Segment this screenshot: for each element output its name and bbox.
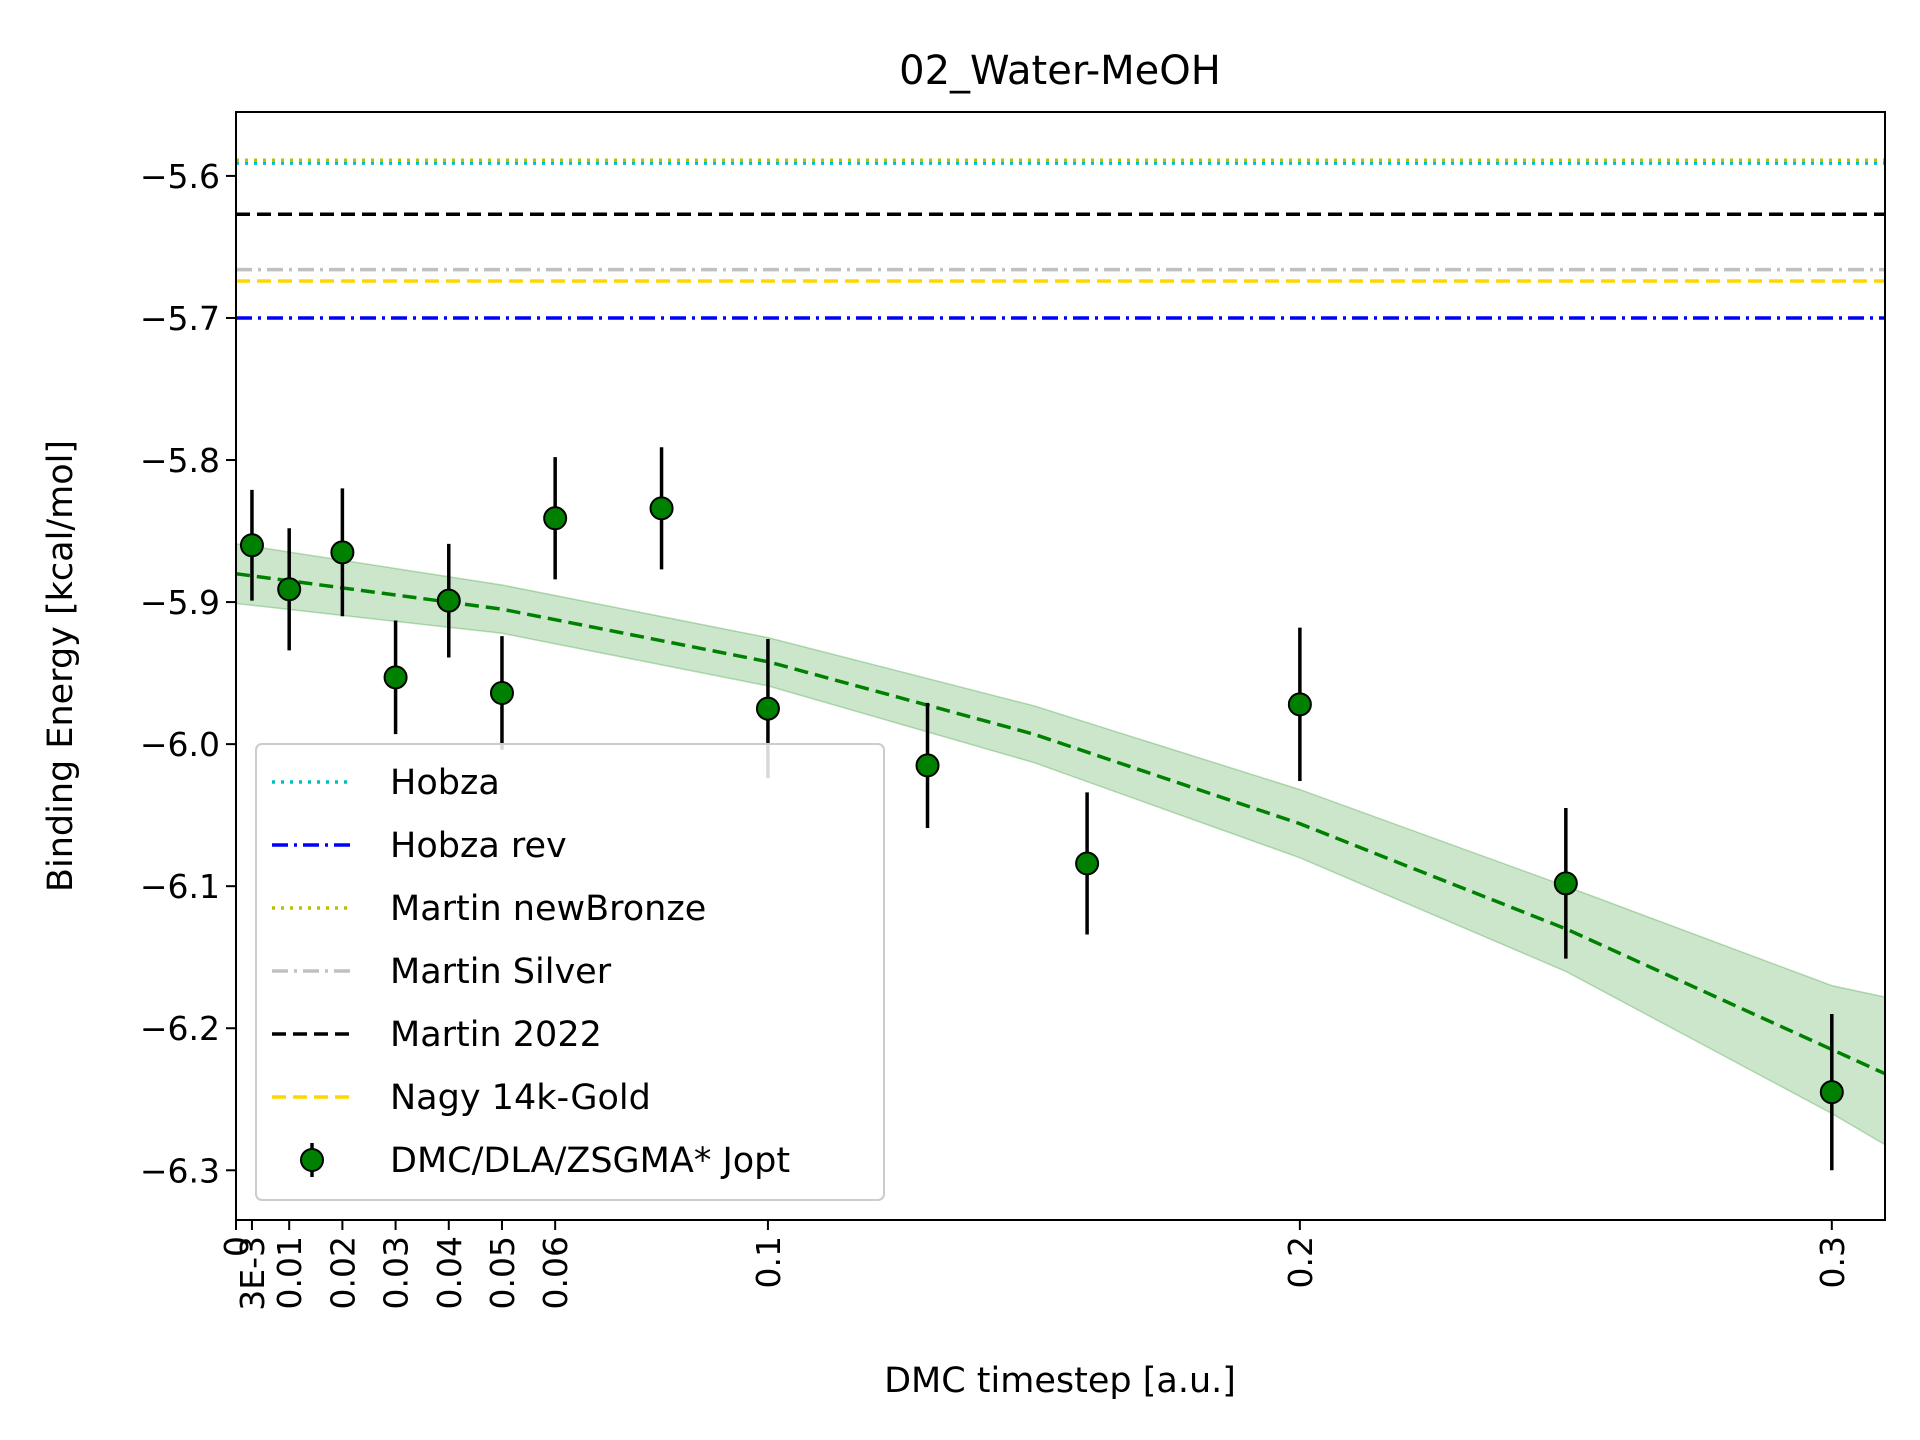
data-point-5 [489,680,514,705]
data-point-7 [649,496,674,521]
y-axis-label: Binding Energy [kcal/mol] [41,440,81,892]
y-tick-label: −6.0 [140,725,220,764]
x-tick-label: 0.3 [1813,1236,1852,1288]
fit-uncertainty-band [236,543,1885,1146]
data-point-12 [1553,871,1578,896]
fit-line [236,571,1885,1076]
x-axis-label: DMC timestep [a.u.] [884,1361,1236,1401]
y-tick-label: −6.3 [140,1151,220,1190]
data-point-2 [330,540,355,565]
plot-area [236,158,1885,1171]
legend-label: Martin newBronze [390,889,706,929]
y-tick-label: −6.2 [140,1009,220,1048]
data-point-10 [1075,851,1100,876]
y-axis: −5.6 −5.7 −5.8 −5.9 −6.0 −6.1 −6.2 −6.3 [140,157,236,1190]
y-tick-label: −5.7 [140,299,220,338]
data-point-13 [1819,1080,1844,1105]
data-point-0 [239,533,264,558]
x-axis: 03E-30.01 0.02 0.03 0.04 0.05 0.06 0.1 0.2 0.3 [217,1220,1852,1311]
x-tick-label: 0.03 [377,1236,416,1309]
x-tick-label: 3E-3 [233,1236,272,1311]
data-point-3 [383,665,408,690]
x-tick-label: 0.06 [536,1236,575,1309]
data-point-9 [915,753,940,778]
legend-label: Hobza rev [390,826,567,866]
legend-label: Martin 2022 [390,1015,602,1055]
y-tick-label: −5.8 [140,441,220,480]
plot-content [236,158,1885,1171]
data-point-4 [436,588,461,613]
legend: Hobza Hobza rev Martin newBronze Martin Sil… [255,743,885,1201]
data-point-11 [1287,692,1312,717]
data-point-8 [755,696,780,721]
chart-title: 02_Water-MeOH [899,48,1221,94]
legend-label: Martin Silver [390,952,612,992]
y-tick-label: −5.9 [140,583,220,622]
legend-label: Nagy 14k-Gold [390,1078,651,1118]
x-tick-label: 0 [217,1236,256,1257]
y-tick-label: −5.6 [140,157,220,196]
x-tick-label: 0.04 [430,1236,469,1309]
x-tick-label: 0.2 [1281,1236,1320,1288]
legend-label: Hobza [390,763,500,803]
legend-box [255,743,885,1201]
y-tick-label: −6.1 [140,867,220,906]
legend-marker-swatch [300,1148,324,1172]
data-point-1 [277,577,302,602]
x-tick-label: 0.02 [323,1236,362,1309]
x-tick-label: 0.1 [749,1236,788,1288]
plot-frame [235,111,1886,1221]
legend-label: DMC/DLA/ZSGMA* Jopt [390,1141,790,1181]
x-tick-label: 0.05 [483,1236,522,1309]
data-point-6 [543,506,568,531]
x-tick-label: 0.01 [270,1236,309,1309]
